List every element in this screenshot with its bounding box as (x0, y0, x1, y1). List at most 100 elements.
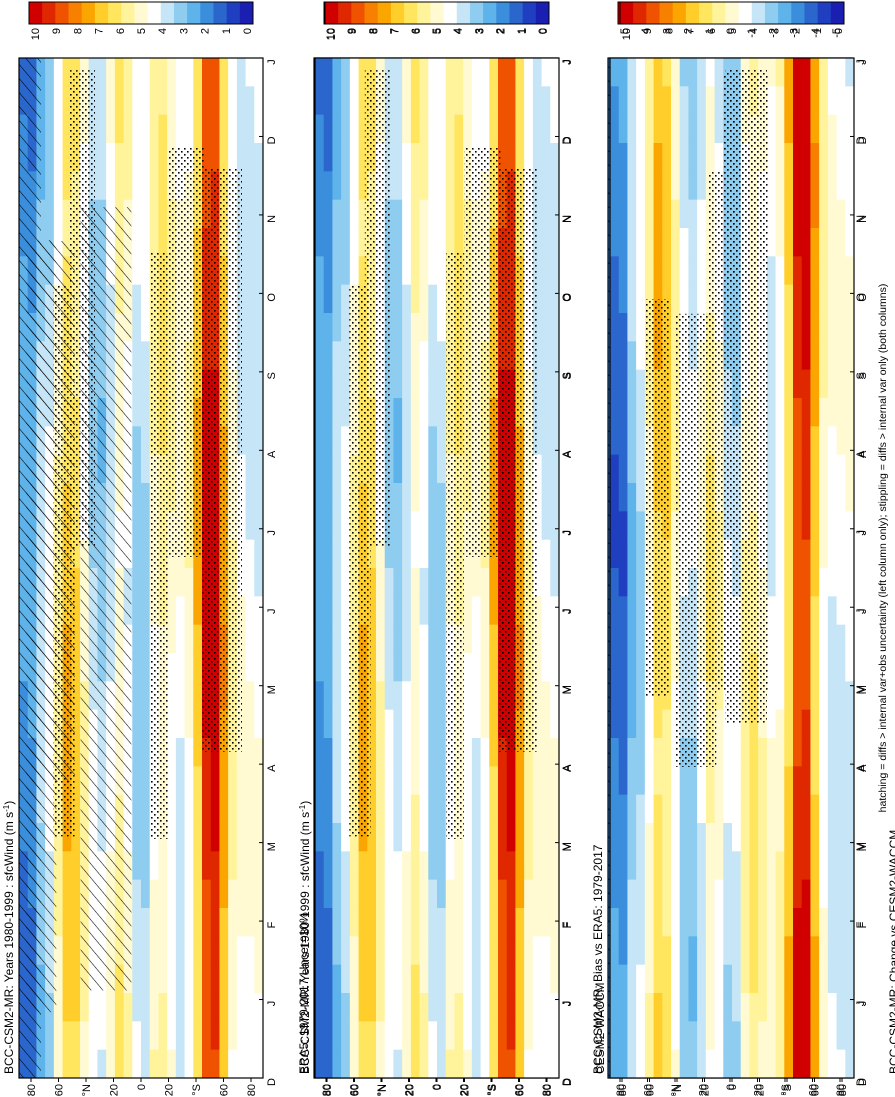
heatmap-cell (36, 1049, 46, 1079)
heatmap-cell (618, 936, 628, 966)
heatmap-cell (498, 86, 508, 116)
heatmap-cell (437, 1021, 447, 1051)
heatmap-cell (419, 766, 429, 796)
colorbar-swatch (469, 2, 484, 24)
heatmap-cell (323, 114, 333, 144)
heatmap-cell (254, 143, 264, 172)
heatmap-cell (62, 1021, 72, 1051)
heatmap-cell (315, 454, 325, 484)
heatmap-cell (245, 143, 255, 172)
heatmap-cell (471, 738, 482, 767)
heatmap-cell (480, 794, 490, 824)
heatmap-cell (714, 86, 724, 116)
heatmap-cell (341, 369, 351, 399)
colorbar-label: 4 (640, 28, 652, 34)
title-superscript: -1 (2, 804, 11, 812)
heatmap-cell (506, 1049, 516, 1079)
stipple-region (349, 285, 371, 837)
latitude-tick-label: 80 (835, 1084, 847, 1096)
month-tick-label: N (561, 215, 573, 223)
month-tick-label: N (562, 215, 574, 223)
latitude-tick-label: 80 (322, 1084, 334, 1096)
heatmap-cell (437, 398, 447, 427)
heatmap-cell (541, 86, 551, 116)
heatmap-cell (332, 993, 342, 1022)
heatmap-cell (437, 86, 447, 116)
heatmap-cell (506, 114, 516, 144)
heatmap-cell (428, 341, 438, 371)
heatmap-cell (202, 58, 212, 87)
heatmap-cell (367, 1049, 377, 1079)
heatmap-cell (636, 199, 646, 229)
heatmap-cell (498, 766, 508, 796)
heatmap-cell (419, 398, 429, 427)
heatmap-cell (184, 964, 194, 994)
heatmap-cell (62, 993, 72, 1022)
heatmap-cell (341, 709, 351, 739)
heatmap-cell (445, 228, 455, 257)
heatmap-cell (123, 993, 133, 1022)
heatmap-cell (532, 879, 543, 909)
heatmap-cell (184, 823, 194, 852)
heatmap-cell (618, 709, 628, 739)
heatmap-cell (679, 256, 689, 286)
colorbar-label: 1 (704, 28, 716, 34)
heatmap-cell (219, 1021, 229, 1051)
heatmap-cell (463, 58, 473, 87)
heatmap-cell (705, 58, 716, 87)
heatmap-cell (653, 1049, 663, 1079)
heatmap-cell (132, 879, 142, 909)
latitude-tick-label: 60 (808, 1084, 820, 1096)
heatmap-cell (245, 766, 255, 796)
heatmap-cell (202, 86, 212, 116)
heatmap-cell (341, 454, 351, 484)
heatmap-cell (636, 823, 646, 852)
heatmap-cell (393, 794, 403, 824)
heatmap-cell (236, 766, 247, 796)
heatmap-cell (167, 709, 177, 739)
heatmap-cell (515, 964, 525, 994)
heatmap-cell (618, 823, 628, 852)
heatmap-cell (644, 58, 655, 87)
heatmap-cell (315, 256, 325, 286)
heatmap-cell (71, 794, 81, 824)
heatmap-cell (644, 1021, 655, 1051)
colorbar-label: -3 (789, 28, 801, 38)
heatmap-cell (315, 738, 325, 767)
heatmap-cell (315, 1021, 325, 1051)
heatmap-cell (349, 1021, 360, 1051)
heatmap-cell (132, 426, 142, 456)
heatmap-cell (627, 993, 637, 1022)
heatmap-cell (254, 86, 264, 116)
month-tick-label: J (562, 59, 574, 65)
month-tick-label: A (855, 450, 867, 458)
heatmap-cell (45, 143, 55, 172)
heatmap-cell (71, 1021, 81, 1051)
heatmap-cell (245, 398, 255, 427)
heatmap-cell (341, 284, 351, 314)
heatmap-cell (688, 879, 698, 909)
heatmap-cell (489, 908, 499, 937)
heatmap-cell (480, 709, 490, 739)
heatmap-cell (688, 284, 698, 314)
heatmap-cell (550, 1021, 560, 1051)
heatmap-cell (193, 86, 203, 116)
heatmap-cell (341, 114, 351, 144)
heatmap-cell (158, 228, 168, 257)
heatmap-cell (653, 964, 663, 994)
heatmap-cell (489, 936, 499, 966)
colorbar-label: 7 (389, 28, 401, 34)
heatmap-cell (167, 596, 177, 626)
heatmap-cell (653, 114, 663, 144)
hatch-region (80, 207, 132, 991)
heatmap-cell (644, 709, 655, 739)
heatmap-cell (610, 568, 620, 597)
heatmap-cell (114, 143, 125, 172)
heatmap-cell (740, 823, 750, 852)
colorbar-label: 5 (136, 28, 148, 34)
heatmap-cell (697, 823, 707, 852)
heatmap-cell (644, 936, 655, 966)
heatmap-cell (463, 86, 473, 116)
heatmap-cell (644, 256, 655, 286)
colorbar-swatch (417, 2, 431, 24)
